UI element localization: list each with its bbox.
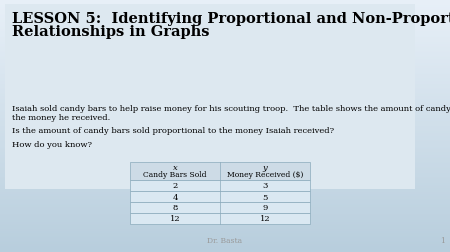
Text: the money he received.: the money he received. [12,114,110,121]
Text: 1: 1 [441,236,446,244]
Text: Dr. Basta: Dr. Basta [207,236,243,244]
FancyBboxPatch shape [130,213,310,224]
Text: Candy Bars Sold: Candy Bars Sold [143,170,207,178]
Text: 4: 4 [172,193,178,201]
Text: y: y [263,163,267,171]
Text: How do you know?: How do you know? [12,140,92,148]
FancyBboxPatch shape [130,191,310,202]
Text: Relationships in Graphs: Relationships in Graphs [12,25,210,39]
Text: 9: 9 [262,204,268,212]
Text: 12: 12 [260,215,270,223]
Text: 12: 12 [170,215,180,223]
Text: 5: 5 [262,193,268,201]
Text: Isaiah sold candy bars to help raise money for his scouting troop.  The table sh: Isaiah sold candy bars to help raise mon… [12,105,450,113]
FancyBboxPatch shape [130,202,310,213]
Text: 3: 3 [262,182,268,190]
Text: Money Received ($): Money Received ($) [227,170,303,178]
FancyBboxPatch shape [130,180,310,191]
FancyBboxPatch shape [5,5,415,189]
Text: 2: 2 [172,182,178,190]
Text: LESSON 5:  Identifying Proportional and Non-Proportional: LESSON 5: Identifying Proportional and N… [12,12,450,26]
Text: Is the amount of candy bars sold proportional to the money Isaiah received?: Is the amount of candy bars sold proport… [12,127,334,135]
Text: 8: 8 [172,204,178,212]
Text: x: x [173,163,177,171]
FancyBboxPatch shape [130,162,310,180]
